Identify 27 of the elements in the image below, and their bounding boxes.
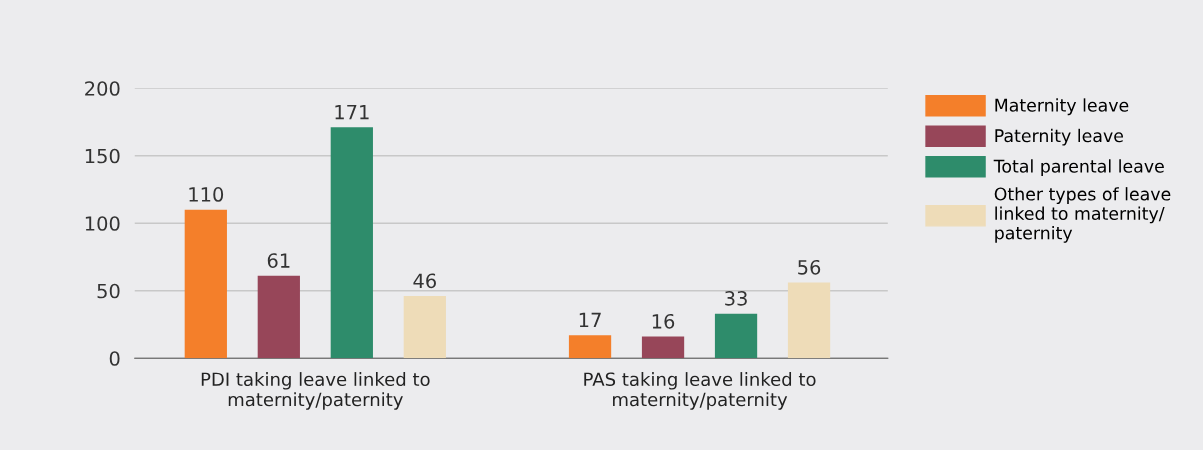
data-label: 171 [335,104,369,120]
bar [568,335,612,359]
bar [257,275,300,359]
bar [330,127,373,359]
y-tick-label: 0 [109,351,120,366]
data-label: 61 [267,253,290,268]
bar [641,336,685,359]
data-label: 17 [579,312,601,328]
bar [787,282,831,359]
legend-label: Maternity leave [995,98,1129,116]
y-tick-label: 50 [97,283,120,299]
data-label: 56 [798,259,821,275]
y-tick-label: 200 [85,81,120,96]
bar [184,209,227,359]
data-label: 110 [189,187,224,202]
y-tick-label: 150 [85,148,120,164]
data-label: 33 [725,291,747,306]
bar [403,296,446,359]
x-tick-label: PDI taking leave linked to maternity/paternity [201,372,430,410]
legend-label: Other types of leave linked to maternity/ paternity [994,187,1171,243]
legend-label: Paternity leave [995,128,1123,146]
legend-label: Total parental leave [993,159,1164,177]
data-label: 46 [413,273,436,289]
y-tick-label: 100 [85,216,120,231]
bar [714,313,758,359]
data-label: 16 [652,313,675,329]
x-tick-label: PAS taking leave linked to maternity/paternity [584,372,816,410]
